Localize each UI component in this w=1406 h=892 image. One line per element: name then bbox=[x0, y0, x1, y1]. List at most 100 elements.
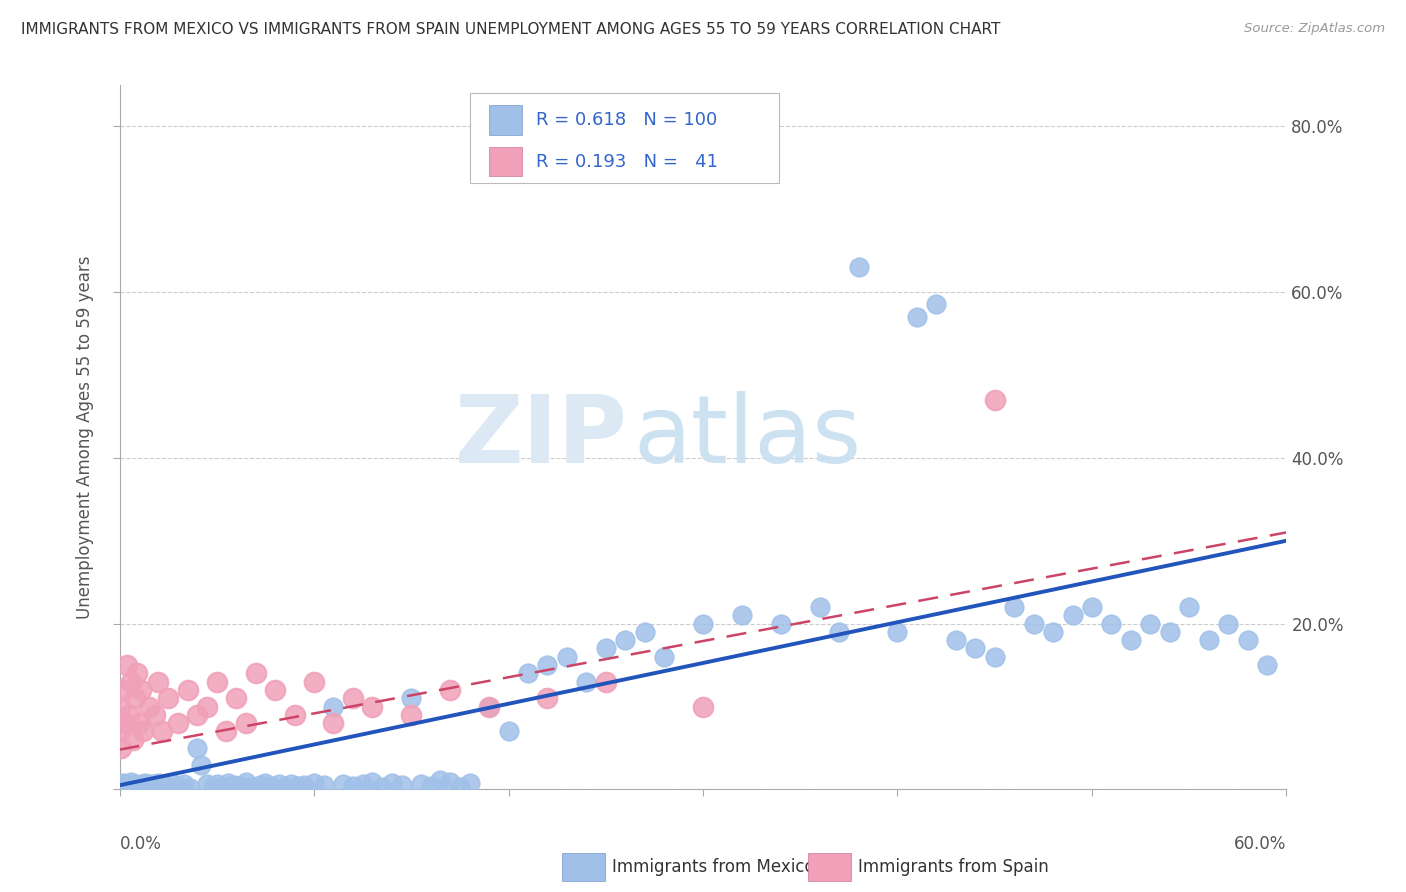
Point bbox=[984, 392, 1007, 407]
Point bbox=[1119, 633, 1142, 648]
Point bbox=[965, 641, 987, 656]
Point bbox=[280, 776, 302, 790]
Point bbox=[769, 616, 792, 631]
Point bbox=[201, 779, 224, 793]
Point bbox=[439, 682, 461, 697]
Point bbox=[129, 777, 152, 791]
Point bbox=[224, 778, 246, 792]
Point bbox=[217, 776, 239, 790]
Point bbox=[1236, 633, 1258, 648]
Point bbox=[458, 776, 481, 790]
Point bbox=[287, 779, 309, 793]
Point bbox=[110, 741, 132, 756]
Point bbox=[190, 757, 212, 772]
Point bbox=[229, 779, 252, 793]
Point bbox=[595, 641, 617, 656]
Point bbox=[1159, 624, 1181, 639]
Point bbox=[332, 776, 354, 790]
Point bbox=[143, 707, 166, 722]
Point bbox=[371, 780, 394, 794]
Point bbox=[575, 674, 598, 689]
Point bbox=[381, 776, 404, 790]
Point bbox=[312, 778, 335, 792]
Point bbox=[1081, 600, 1104, 615]
Point bbox=[260, 779, 283, 793]
Point bbox=[245, 666, 267, 681]
Point bbox=[139, 776, 162, 790]
Point bbox=[886, 624, 908, 639]
Point bbox=[595, 674, 617, 689]
Point bbox=[166, 779, 188, 793]
Point bbox=[157, 691, 180, 706]
Text: R = 0.193   N =   41: R = 0.193 N = 41 bbox=[536, 153, 718, 170]
Point bbox=[205, 674, 228, 689]
Text: 0.0%: 0.0% bbox=[120, 835, 162, 854]
Point bbox=[148, 776, 170, 790]
Point bbox=[118, 780, 141, 794]
Point bbox=[536, 658, 558, 673]
Point bbox=[945, 633, 967, 648]
Point bbox=[122, 732, 145, 747]
Point bbox=[1216, 616, 1240, 631]
Point bbox=[478, 699, 501, 714]
Point bbox=[478, 699, 501, 714]
Point bbox=[205, 777, 228, 791]
Point bbox=[120, 775, 142, 789]
Point bbox=[401, 691, 423, 706]
Point bbox=[143, 777, 166, 791]
Point bbox=[148, 674, 170, 689]
Point bbox=[235, 775, 257, 789]
Text: Immigrants from Spain: Immigrants from Spain bbox=[858, 858, 1049, 876]
Point bbox=[186, 741, 208, 756]
Point bbox=[391, 778, 413, 792]
Point bbox=[108, 778, 131, 792]
Text: 60.0%: 60.0% bbox=[1234, 835, 1286, 854]
Point bbox=[125, 666, 148, 681]
Point bbox=[195, 699, 218, 714]
Point bbox=[652, 649, 675, 664]
Point bbox=[108, 724, 131, 739]
Point bbox=[138, 699, 160, 714]
Point bbox=[439, 775, 461, 789]
Point bbox=[614, 633, 637, 648]
Point bbox=[166, 716, 188, 731]
Point bbox=[322, 699, 344, 714]
Text: Immigrants from Mexico: Immigrants from Mexico bbox=[612, 858, 814, 876]
Point bbox=[134, 776, 156, 790]
Point bbox=[176, 682, 198, 697]
Point bbox=[692, 616, 714, 631]
Point bbox=[1256, 658, 1278, 673]
Point bbox=[114, 716, 136, 731]
Point bbox=[254, 776, 277, 790]
Point bbox=[1022, 616, 1045, 631]
Point bbox=[692, 699, 714, 714]
Point bbox=[1099, 616, 1122, 631]
Point bbox=[828, 624, 851, 639]
Point bbox=[135, 778, 157, 792]
Point bbox=[401, 707, 423, 722]
Bar bbox=[489, 147, 522, 177]
Text: atlas: atlas bbox=[633, 391, 862, 483]
Point bbox=[128, 716, 150, 731]
Text: Source: ZipAtlas.com: Source: ZipAtlas.com bbox=[1244, 22, 1385, 36]
Point bbox=[124, 691, 146, 706]
Point bbox=[125, 778, 148, 792]
Point bbox=[409, 776, 432, 790]
Point bbox=[117, 777, 139, 791]
Point bbox=[138, 779, 160, 793]
Point bbox=[211, 780, 233, 794]
Point bbox=[984, 649, 1007, 664]
Point bbox=[848, 260, 870, 274]
Point bbox=[132, 780, 155, 794]
Point bbox=[361, 775, 384, 789]
Point bbox=[112, 776, 135, 790]
Point bbox=[292, 778, 315, 792]
Point bbox=[112, 682, 135, 697]
Point bbox=[110, 780, 132, 794]
Point bbox=[163, 776, 186, 790]
Point bbox=[118, 707, 141, 722]
Point bbox=[117, 658, 139, 673]
Point bbox=[302, 776, 325, 790]
Text: R = 0.618   N = 100: R = 0.618 N = 100 bbox=[536, 111, 717, 129]
Point bbox=[240, 780, 263, 794]
